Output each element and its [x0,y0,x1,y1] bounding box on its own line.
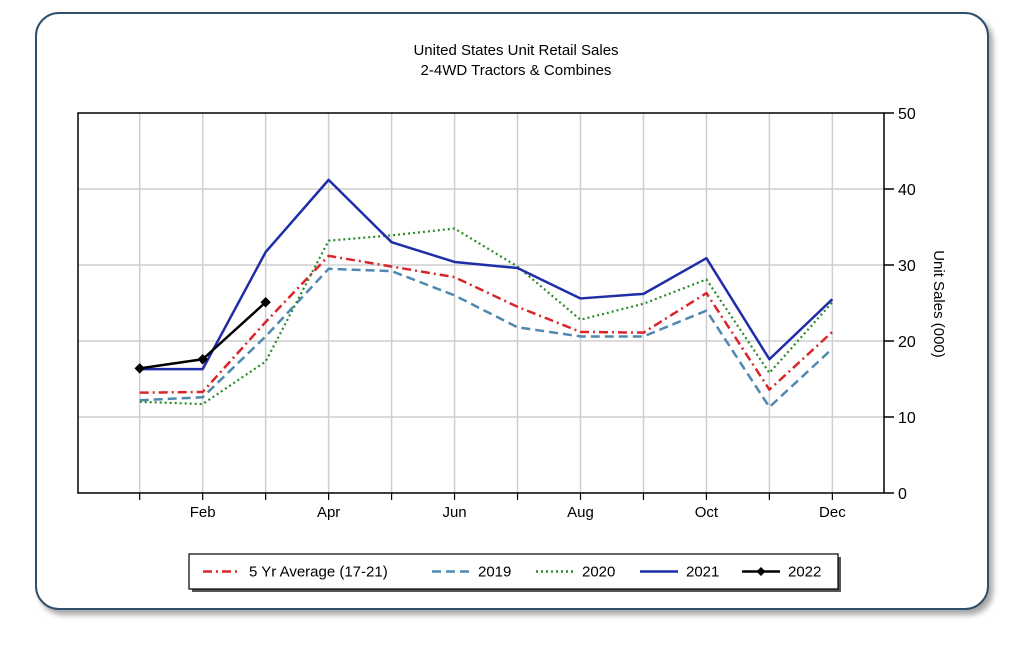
legend-label: 2022 [788,564,821,581]
y-tick-label: 30 [898,258,916,275]
legend-label: 2019 [478,564,511,581]
chart-title: United States Unit Retail Sales [413,42,618,59]
grid [78,113,884,493]
data-point-marker [197,354,208,365]
series-layer [134,178,834,409]
legend-box [188,553,839,590]
y-tick-label: 20 [898,334,916,351]
y-axis-label: Unit Sales (000) [930,250,947,358]
x-tick-label: Aug [567,504,594,521]
legend-marker [756,567,766,576]
data-point-marker [134,363,145,374]
series-line-2021 [139,178,834,371]
y-tick-label: 40 [898,182,916,199]
x-tick-label: Apr [317,504,340,521]
line-chart: United States Unit Retail Sales 2-4WD Tr… [77,42,947,592]
x-tick-label: Dec [819,504,846,521]
x-tick-label: Feb [190,504,216,521]
y-tick-label: 0 [898,486,907,503]
y-tick-label: 10 [898,410,916,427]
y-tick-label: 50 [898,106,916,123]
legend-label: 2020 [582,564,615,581]
legend: 5 Yr Average (17-21) 2019 2020 2021 2022 [188,553,841,592]
chart-subtitle: 2-4WD Tractors & Combines [421,62,612,79]
plot-frame [77,112,885,494]
legend-label: 2021 [686,564,719,581]
series-line-5-yr-average-17-21- [139,254,834,394]
series-line-2019 [139,267,834,409]
x-tick-label: Jun [442,504,466,521]
series-line-2020 [139,227,834,406]
legend-label: 5 Yr Average (17-21) [249,564,388,581]
data-point-marker [260,297,271,308]
axes: 0 10 20 30 40 50 Feb Apr Jun Aug Oct Dec [139,106,916,521]
chart-card: United States Unit Retail Sales 2-4WD Tr… [35,12,989,610]
x-tick-label: Oct [695,504,719,521]
